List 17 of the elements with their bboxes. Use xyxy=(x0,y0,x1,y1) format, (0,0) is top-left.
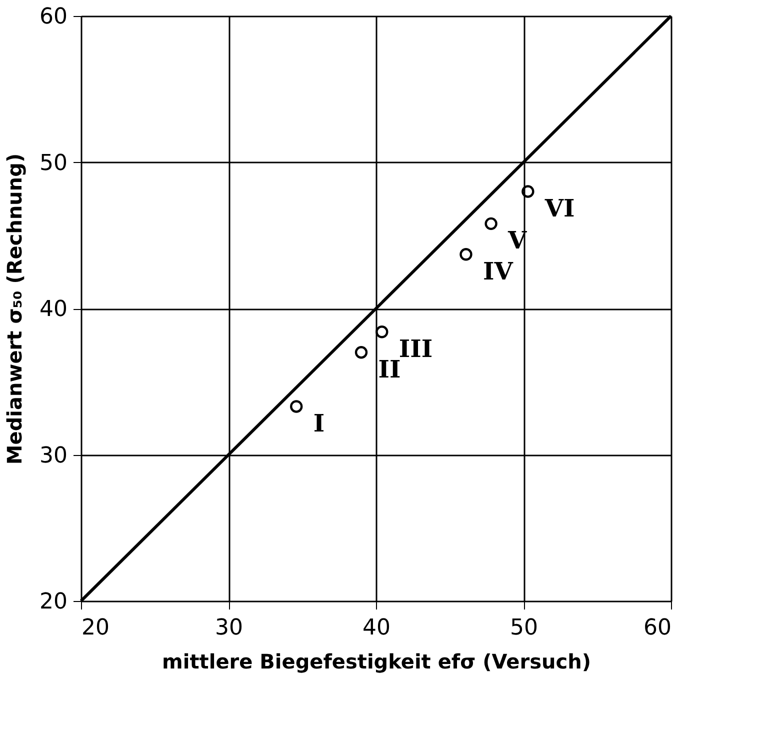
y-tick-label: 40 xyxy=(40,297,68,322)
x-tick-label: 40 xyxy=(362,616,390,640)
x-tick-label: 30 xyxy=(215,616,243,640)
annotation: VI xyxy=(544,194,575,222)
annotation: II xyxy=(378,354,401,384)
y-tick-label: 20 xyxy=(40,590,68,614)
x-axis-title: mittlere Biegefestigkeit efσ (Versuch) xyxy=(162,650,591,674)
annotation: I xyxy=(313,408,325,438)
x-tick-label: 20 xyxy=(82,616,110,640)
y-tick-label: 30 xyxy=(40,443,68,468)
x-tick-label: 60 xyxy=(644,616,672,640)
y-tick-label: 50 xyxy=(40,150,68,176)
annotation: III xyxy=(398,334,433,363)
y-tick-label: 60 xyxy=(40,4,68,30)
x-tick-label: 50 xyxy=(510,616,538,640)
annotation: IV xyxy=(482,256,514,286)
y-axis-title: Medianwert σ₅₀ (Rechnung) xyxy=(2,153,27,465)
